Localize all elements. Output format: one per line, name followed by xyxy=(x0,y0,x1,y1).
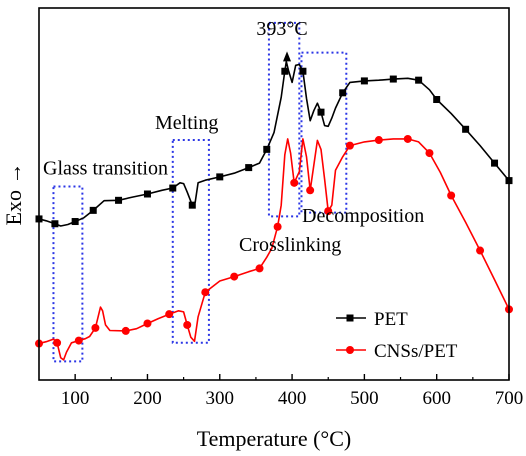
x-tick-label-500: 500 xyxy=(350,388,379,409)
series-0-point xyxy=(89,206,97,214)
series-1-point xyxy=(324,207,333,216)
annotation-box-1 xyxy=(171,139,210,344)
series-1-point xyxy=(53,338,62,347)
annotation-boxes xyxy=(52,21,348,363)
series-1-point xyxy=(403,134,412,143)
series-1-point xyxy=(447,191,456,200)
series-1-point xyxy=(183,320,192,329)
x-tick-label-700: 700 xyxy=(495,388,524,409)
series-1-point xyxy=(273,222,282,231)
series-1-point xyxy=(345,141,354,150)
series-1-point xyxy=(91,323,100,332)
annotation-box-0 xyxy=(52,185,84,363)
series-0-point xyxy=(317,108,325,116)
annotation-label-2: Crosslinking xyxy=(239,234,341,256)
legend-marker-pet xyxy=(346,314,354,322)
legend-label-cnss-pet: CNSs/PET xyxy=(374,341,458,362)
plot-frame xyxy=(38,7,510,381)
legend: PET CNSs/PET xyxy=(336,309,458,362)
series-0-point xyxy=(143,190,151,198)
series-1-point xyxy=(143,319,152,328)
series-layer xyxy=(35,60,513,361)
series-1-point xyxy=(165,310,174,319)
series-1-point xyxy=(201,288,210,297)
annotation-label-0: Glass transition xyxy=(43,158,168,180)
series-0-point xyxy=(115,196,123,204)
series-1-point xyxy=(425,149,434,158)
x-tick-label-200: 200 xyxy=(133,388,162,409)
series-1-point xyxy=(255,264,264,273)
x-tick-label-300: 300 xyxy=(206,388,235,409)
series-0-point xyxy=(360,77,368,85)
y-axis-label: Exo → xyxy=(1,163,26,226)
series-0-point xyxy=(389,75,397,83)
series-1-point xyxy=(306,186,315,195)
legend-label-pet: PET xyxy=(374,309,408,330)
x-axis-ticks: 100 200 300 400 500 600 700 xyxy=(61,374,523,409)
series-0-point xyxy=(462,125,470,133)
series-1-point xyxy=(230,272,239,281)
series-0-point xyxy=(245,164,253,172)
series-0-point xyxy=(339,89,347,97)
x-axis-label: Temperature (°C) xyxy=(197,426,351,451)
series-1-point xyxy=(121,326,130,335)
series-0-point xyxy=(51,220,59,228)
series-0-point xyxy=(216,173,224,181)
series-1-point xyxy=(74,336,83,345)
series-0-point xyxy=(433,96,441,104)
x-tick-label-100: 100 xyxy=(61,388,90,409)
annotation-label-3: Decomposition xyxy=(302,205,424,227)
annotation-label-1: Melting xyxy=(155,112,218,134)
series-0-point xyxy=(71,218,79,226)
series-0-point xyxy=(263,145,271,153)
series-0-point xyxy=(491,159,499,167)
series-1-point xyxy=(476,246,485,255)
series-1-point xyxy=(374,136,383,145)
peak-arrow-icon xyxy=(283,51,292,62)
legend-marker-cnss-pet xyxy=(346,346,354,354)
series-0-point xyxy=(299,67,307,75)
x-tick-label-600: 600 xyxy=(422,388,451,409)
series-0-point xyxy=(188,201,196,209)
peak-label: 393°C xyxy=(256,18,307,40)
series-0-point xyxy=(415,76,423,84)
series-line-0 xyxy=(38,60,510,227)
series-1-point xyxy=(290,178,299,187)
x-tick-label-400: 400 xyxy=(278,388,307,409)
annotation-labels: Glass transition Melting Crosslinking Decom… xyxy=(43,112,424,256)
series-0-point xyxy=(281,67,289,75)
series-0-point xyxy=(169,184,177,192)
annotation-box-2 xyxy=(267,21,301,218)
